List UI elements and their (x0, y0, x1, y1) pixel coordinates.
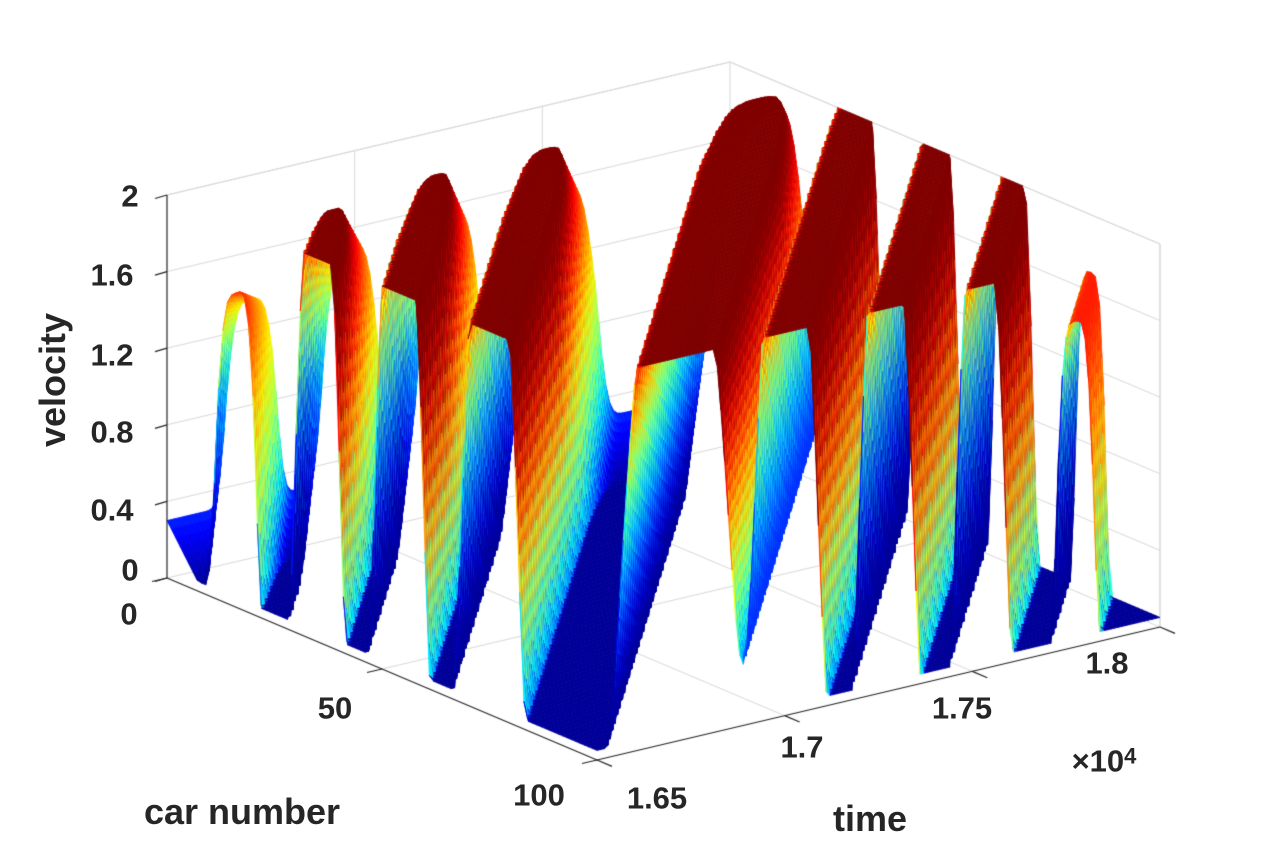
z-axis-tick-label: 0.4 (90, 492, 134, 528)
x-axis-tick-label: 100 (513, 777, 565, 813)
y-axis-tick-label: 1.75 (931, 690, 993, 726)
z-axis-tick-label: 2 (121, 178, 139, 214)
x-axis-label: car number (143, 791, 341, 832)
z-axis-tick-label: 0 (121, 552, 139, 588)
y-axis-tick-label: 1.7 (780, 729, 824, 765)
y-axis-label: time (832, 798, 908, 839)
y-axis-tick-label: 1.65 (626, 780, 688, 816)
z-axis-label: velocity (32, 312, 73, 448)
x-axis-tick-label: 50 (317, 690, 353, 726)
z-axis-tick-label: 1.2 (90, 337, 134, 373)
z-axis-tick-label: 1.6 (90, 257, 134, 293)
y-axis-exponent-label: ×104 (1071, 743, 1137, 779)
x-axis-tick-label: 0 (120, 596, 138, 632)
z-axis-tick-label: 0.8 (90, 414, 134, 450)
exponent-base: ×10 (1071, 743, 1125, 779)
exponent-value: 4 (1124, 743, 1137, 769)
y-axis-tick-label: 1.8 (1085, 645, 1129, 681)
